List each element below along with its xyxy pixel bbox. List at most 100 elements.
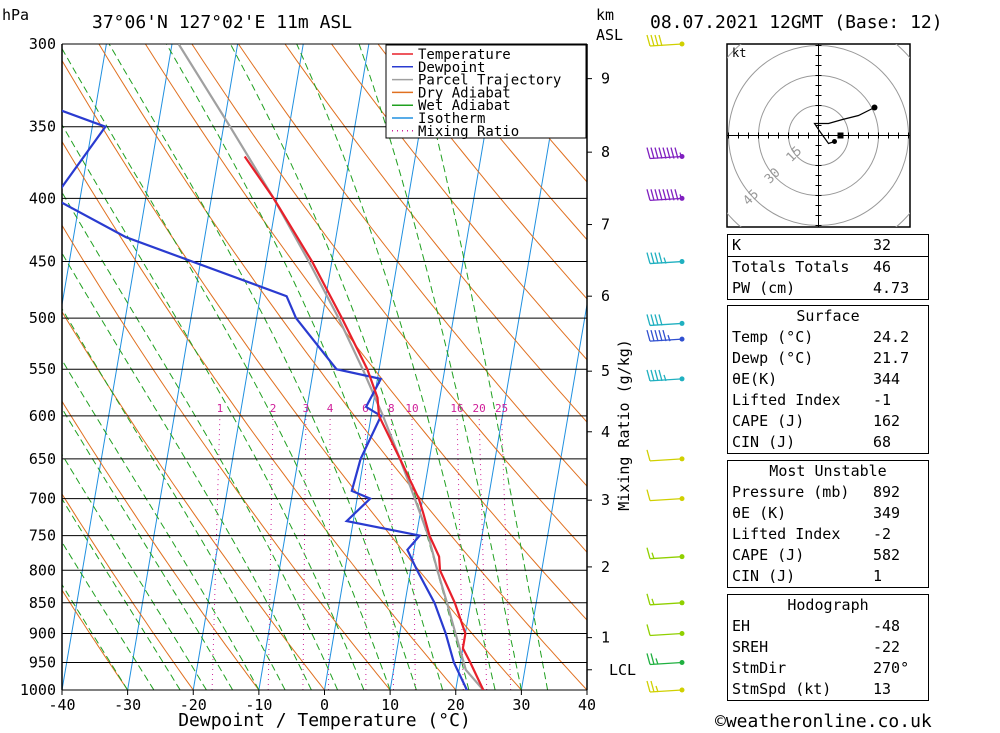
dry-adiabat-line (62, 493, 194, 690)
wind-barb-flag (654, 189, 659, 201)
pressure-label: 800 (29, 561, 56, 579)
hodograph-end-dot (871, 104, 878, 111)
isotherm-line (389, 44, 501, 690)
wind-barb (646, 489, 685, 502)
pressure-label: 300 (29, 35, 56, 53)
surface-row: Temp (°C) 24.2 (732, 328, 910, 346)
wind-barb-flag (646, 680, 651, 693)
isotherm-line (520, 301, 587, 690)
surface-title: Surface (796, 307, 860, 325)
wind-barb (646, 593, 685, 606)
km-tick-label: 7 (601, 216, 610, 234)
dry-adiabat-line (62, 589, 129, 690)
isotherm-line (127, 44, 239, 690)
mixing-ratio-line (456, 415, 464, 690)
x-axis-label: Dewpoint / Temperature (°C) (178, 710, 471, 731)
isotherm-line (192, 44, 304, 690)
copyright-link[interactable]: ©weatheronline.co.uk (715, 711, 932, 732)
wind-barb-shaft (649, 497, 683, 502)
most-unstable-row: CAPE (J) 582 (732, 546, 901, 564)
wind-barb-flag (646, 653, 651, 665)
wind-barb-shaft (649, 556, 683, 560)
wind-barb-half (651, 598, 655, 606)
wind-barb-flag (650, 369, 655, 382)
isotherm-line (324, 44, 435, 690)
x-tick-label: -40 (48, 696, 75, 714)
indices-table: K 32 Totals Totals 46 PW (cm) 4.73 (727, 234, 929, 300)
dry-adiabat-line (284, 44, 587, 423)
location-label: 37°06'N 127°02'E 11m ASL (92, 12, 353, 33)
wind-barb-flag (670, 147, 675, 159)
wind-barb-flag (650, 329, 655, 342)
x-tick-label: 20 (447, 696, 465, 714)
wind-barb (646, 680, 685, 693)
wind-barb-flag (646, 593, 651, 605)
wet-adiabat-line (296, 44, 496, 690)
dry-adiabat-line (377, 44, 587, 300)
legend-entry: Wet Adiabat (418, 98, 511, 114)
wind-barb-flag (650, 252, 655, 264)
dry-adiabat-line (98, 44, 587, 690)
km-tick-label: 1 (601, 629, 610, 647)
legend-entry: Dry Adiabat (418, 85, 511, 101)
surface-row: CIN (J) 68 (728, 432, 928, 454)
wind-barb-flag (646, 449, 651, 462)
km-tick-label: 2 (601, 558, 610, 576)
x-tick-label: 0 (320, 696, 329, 714)
mixing-ratio-axis-label: Mixing Ratio (g/kg) (615, 339, 633, 511)
wind-barb-flag (662, 329, 667, 342)
pressure-label: 700 (29, 490, 56, 508)
most-unstable-title: Most Unstable (769, 462, 887, 480)
mixing-ratio-line (302, 415, 307, 690)
wind-barb-flag (646, 314, 651, 326)
wind-barb-half (655, 685, 659, 693)
wind-barb-flag (650, 34, 655, 47)
wind-barb-flag (650, 147, 655, 159)
wet-adiabat-line (413, 44, 549, 690)
pressure-label: 550 (29, 360, 56, 378)
wind-barb-flag (658, 314, 663, 326)
hodograph-row: StmSpd (kt) 13 (728, 679, 928, 701)
wind-barb-shaft (649, 632, 683, 637)
pressure-label: 500 (29, 309, 56, 327)
wind-barb-flag (658, 189, 663, 201)
wind-barb-flag (646, 189, 651, 201)
datetime-label: 08.07.2021 12GMT (Base: 12) (650, 12, 943, 33)
wind-barb (646, 624, 685, 637)
wet-adiabat-line (229, 44, 470, 690)
wind-barb (646, 369, 685, 382)
wind-barb-flag (646, 489, 651, 501)
temperature-line (243, 155, 485, 690)
dry-adiabat-line (331, 44, 587, 361)
mixing-ratio-line (501, 415, 512, 690)
wind-barb-flag (654, 147, 659, 159)
wet-adiabat-line (165, 44, 444, 690)
wind-barb-half (663, 374, 667, 382)
wind-barb (646, 314, 685, 327)
surface-row: θE(K) 344 (732, 370, 901, 388)
wind-barb-flag (646, 147, 651, 159)
mixing-ratio-line (328, 415, 331, 690)
hodograph-row: StmDir 270° (732, 659, 910, 677)
isotherm-line (62, 44, 173, 690)
pressure-label: 400 (29, 189, 56, 207)
pressure-label: 850 (29, 594, 56, 612)
surface-row: Lifted Index -1 (732, 391, 892, 409)
wind-barb (646, 189, 685, 202)
km-tick-label: 5 (601, 362, 610, 380)
wind-barb-shaft (649, 602, 683, 606)
legend-box (385, 44, 587, 139)
storm-motion-marker (837, 132, 844, 139)
wind-barb-flag (658, 329, 663, 342)
wind-barb-flag (654, 34, 659, 47)
surface-row: Dewp (°C) 21.7 (732, 349, 910, 367)
wind-barb-flag (674, 147, 679, 159)
wind-barb-shaft (649, 43, 683, 47)
wind-barb (646, 147, 685, 160)
mixing-ratio-label: 25 (495, 402, 508, 415)
wind-barb-flag (654, 329, 659, 342)
hodograph-row: SREH -22 (732, 638, 901, 656)
wind-barb (646, 34, 685, 47)
